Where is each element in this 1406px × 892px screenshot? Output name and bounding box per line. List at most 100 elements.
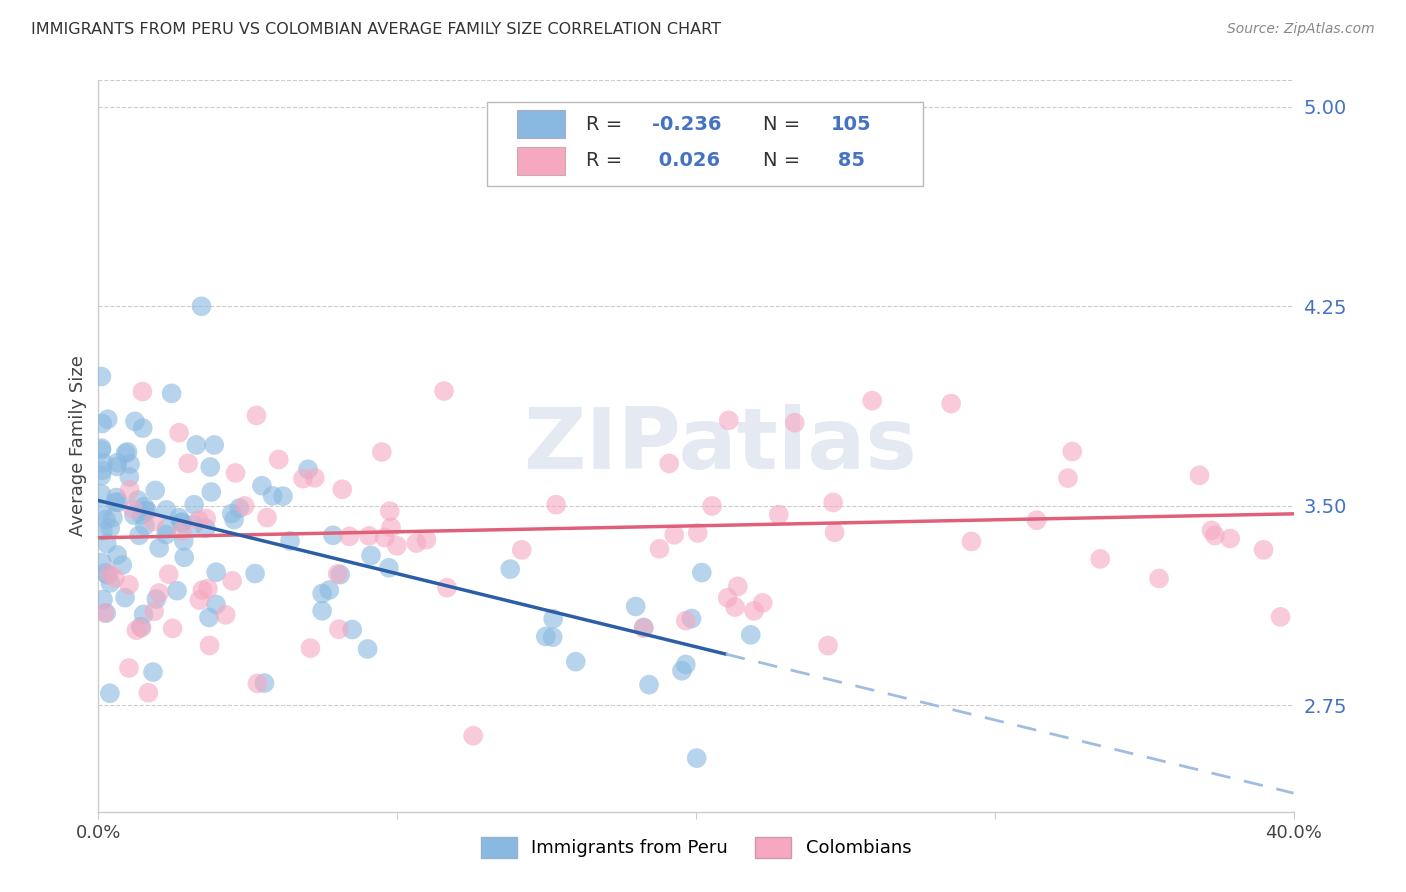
Point xyxy=(371,445,394,459)
Point xyxy=(675,614,697,628)
Point xyxy=(177,456,200,470)
Point xyxy=(205,565,228,579)
Point xyxy=(717,413,740,427)
Point xyxy=(860,393,883,408)
Point xyxy=(415,533,437,547)
Point xyxy=(214,607,236,622)
Point xyxy=(173,533,195,548)
Text: N =: N = xyxy=(763,115,807,134)
Point xyxy=(253,676,276,690)
Point xyxy=(191,583,214,598)
Point xyxy=(233,499,256,513)
Point xyxy=(170,515,193,529)
Point xyxy=(228,501,250,516)
Point xyxy=(148,541,170,555)
Point xyxy=(304,471,326,485)
Point xyxy=(823,495,845,509)
Point xyxy=(125,624,148,638)
Point xyxy=(262,489,284,503)
Point xyxy=(624,599,647,614)
Point xyxy=(311,586,333,600)
Point xyxy=(142,665,165,679)
Point xyxy=(727,579,749,593)
Point xyxy=(105,548,128,562)
Point xyxy=(318,582,340,597)
Point xyxy=(127,493,149,508)
Point xyxy=(118,470,141,484)
Point xyxy=(648,541,671,556)
Point xyxy=(121,502,143,516)
FancyBboxPatch shape xyxy=(517,147,565,175)
Point xyxy=(633,621,655,635)
Point xyxy=(134,519,156,533)
Point xyxy=(96,606,118,620)
Text: -0.236: -0.236 xyxy=(652,115,721,134)
Point xyxy=(385,539,408,553)
Point xyxy=(1147,571,1170,585)
Point xyxy=(173,550,195,565)
Point xyxy=(105,459,128,474)
Point xyxy=(107,495,129,509)
Point xyxy=(271,489,294,503)
Point xyxy=(187,513,209,527)
Point xyxy=(256,510,278,524)
Point xyxy=(96,536,118,550)
Point xyxy=(142,515,165,529)
Text: R =: R = xyxy=(586,152,628,170)
Point xyxy=(104,571,127,585)
Text: 85: 85 xyxy=(831,152,865,170)
Point xyxy=(197,582,219,596)
Point xyxy=(250,479,273,493)
Point xyxy=(1188,468,1211,483)
Point xyxy=(198,610,221,624)
Point xyxy=(91,456,114,470)
Point xyxy=(93,606,115,620)
Point xyxy=(436,581,458,595)
Point xyxy=(162,622,184,636)
Point xyxy=(94,566,117,580)
Point xyxy=(183,517,205,532)
Point xyxy=(131,508,153,522)
Point xyxy=(194,521,217,535)
Point xyxy=(357,529,380,543)
Point xyxy=(94,512,117,526)
Point xyxy=(134,503,156,517)
Point xyxy=(122,508,145,523)
Point xyxy=(117,445,139,459)
Text: 105: 105 xyxy=(831,115,872,134)
Point xyxy=(167,510,190,524)
Point xyxy=(156,522,179,536)
Point xyxy=(148,586,170,600)
Point xyxy=(751,596,773,610)
Point xyxy=(356,642,378,657)
Point xyxy=(675,657,697,672)
Point xyxy=(326,566,349,581)
Point xyxy=(98,521,121,535)
Point xyxy=(166,583,188,598)
Point xyxy=(633,620,655,634)
Point xyxy=(292,472,315,486)
Point xyxy=(463,729,485,743)
Point xyxy=(939,396,962,410)
Point xyxy=(824,525,846,540)
Point xyxy=(664,528,686,542)
Point xyxy=(90,468,112,483)
Point xyxy=(200,485,222,500)
Point xyxy=(114,591,136,605)
Point xyxy=(101,510,124,524)
Point xyxy=(118,578,141,592)
Point xyxy=(1219,532,1241,546)
Point xyxy=(124,414,146,428)
Point xyxy=(221,574,243,588)
Point xyxy=(186,438,208,452)
Point xyxy=(686,751,709,765)
Point xyxy=(225,466,247,480)
Point xyxy=(143,604,166,618)
Point xyxy=(1090,552,1112,566)
Text: IMMIGRANTS FROM PERU VS COLOMBIAN AVERAGE FAMILY SIZE CORRELATION CHART: IMMIGRANTS FROM PERU VS COLOMBIAN AVERAG… xyxy=(31,22,721,37)
Point xyxy=(541,630,564,644)
Point xyxy=(111,558,134,572)
Point xyxy=(638,678,661,692)
Point xyxy=(245,409,267,423)
Point xyxy=(145,442,167,456)
